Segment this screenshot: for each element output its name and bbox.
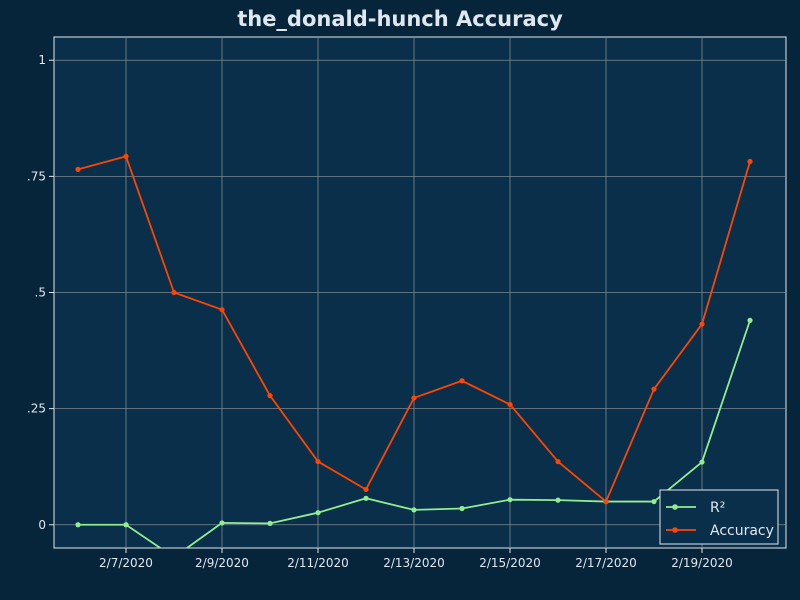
data-point[interactable]	[555, 497, 561, 503]
data-point[interactable]	[699, 459, 705, 465]
legend-item-accuracy[interactable]: Accuracy	[666, 523, 774, 539]
data-point[interactable]	[459, 505, 465, 512]
x-tick-label: 2/13/2020	[383, 556, 445, 570]
legend-box	[659, 489, 779, 545]
legend-label: Accuracy	[710, 523, 774, 539]
data-point[interactable]	[267, 393, 273, 399]
data-point[interactable]	[699, 321, 705, 327]
y-tick-label: 0	[38, 518, 46, 532]
y-tick-label: .75	[27, 169, 46, 183]
data-point[interactable]	[507, 401, 513, 408]
series-r-squared	[75, 317, 753, 548]
x-tick-label: 2/15/2020	[479, 556, 541, 570]
series-accuracy	[75, 153, 753, 505]
data-point[interactable]	[411, 395, 417, 401]
legend-swatch-marker	[672, 504, 678, 510]
series	[75, 153, 753, 548]
data-point[interactable]	[507, 497, 513, 503]
data-point[interactable]	[459, 378, 465, 384]
y-tick-label: .5	[35, 286, 46, 300]
data-point[interactable]	[747, 158, 753, 165]
data-point[interactable]	[75, 166, 81, 172]
data-point[interactable]	[75, 522, 81, 528]
data-point[interactable]	[651, 498, 657, 505]
data-point[interactable]	[123, 153, 129, 159]
x-tick-label: 2/19/2020	[671, 556, 733, 570]
x-tick-label: 2/9/2020	[195, 556, 249, 570]
axes: 0 .25 .5 .75 1 2/7/2020 2/9/2020 2/11/2020 2/13/…	[27, 53, 733, 570]
chart-title: the_donald-hunch Accuracy	[237, 7, 563, 31]
data-point[interactable]	[651, 386, 657, 392]
y-tick-label: 1	[38, 53, 46, 67]
grid	[54, 37, 786, 548]
legend-item-r-squared[interactable]: R²	[666, 500, 725, 516]
data-point[interactable]	[315, 458, 321, 465]
data-point[interactable]	[171, 289, 177, 296]
data-point[interactable]	[363, 495, 369, 501]
legend-label: R²	[710, 500, 725, 516]
data-point[interactable]	[267, 520, 273, 526]
y-tick-label: .25	[27, 402, 46, 416]
x-tick-label: 2/7/2020	[99, 556, 153, 570]
data-point[interactable]	[411, 507, 417, 513]
data-point[interactable]	[363, 486, 369, 493]
legend-swatch-marker	[672, 527, 678, 533]
x-tick-label: 2/17/2020	[575, 556, 637, 570]
data-point[interactable]	[603, 498, 609, 505]
data-point[interactable]	[219, 520, 225, 526]
data-point[interactable]	[555, 458, 561, 465]
data-point[interactable]	[219, 307, 225, 313]
data-point[interactable]	[315, 510, 321, 516]
legend[interactable]: R² Accuracy	[659, 489, 779, 545]
x-tick-label: 2/11/2020	[287, 556, 349, 570]
data-point[interactable]	[747, 317, 753, 323]
data-point[interactable]	[123, 522, 129, 528]
